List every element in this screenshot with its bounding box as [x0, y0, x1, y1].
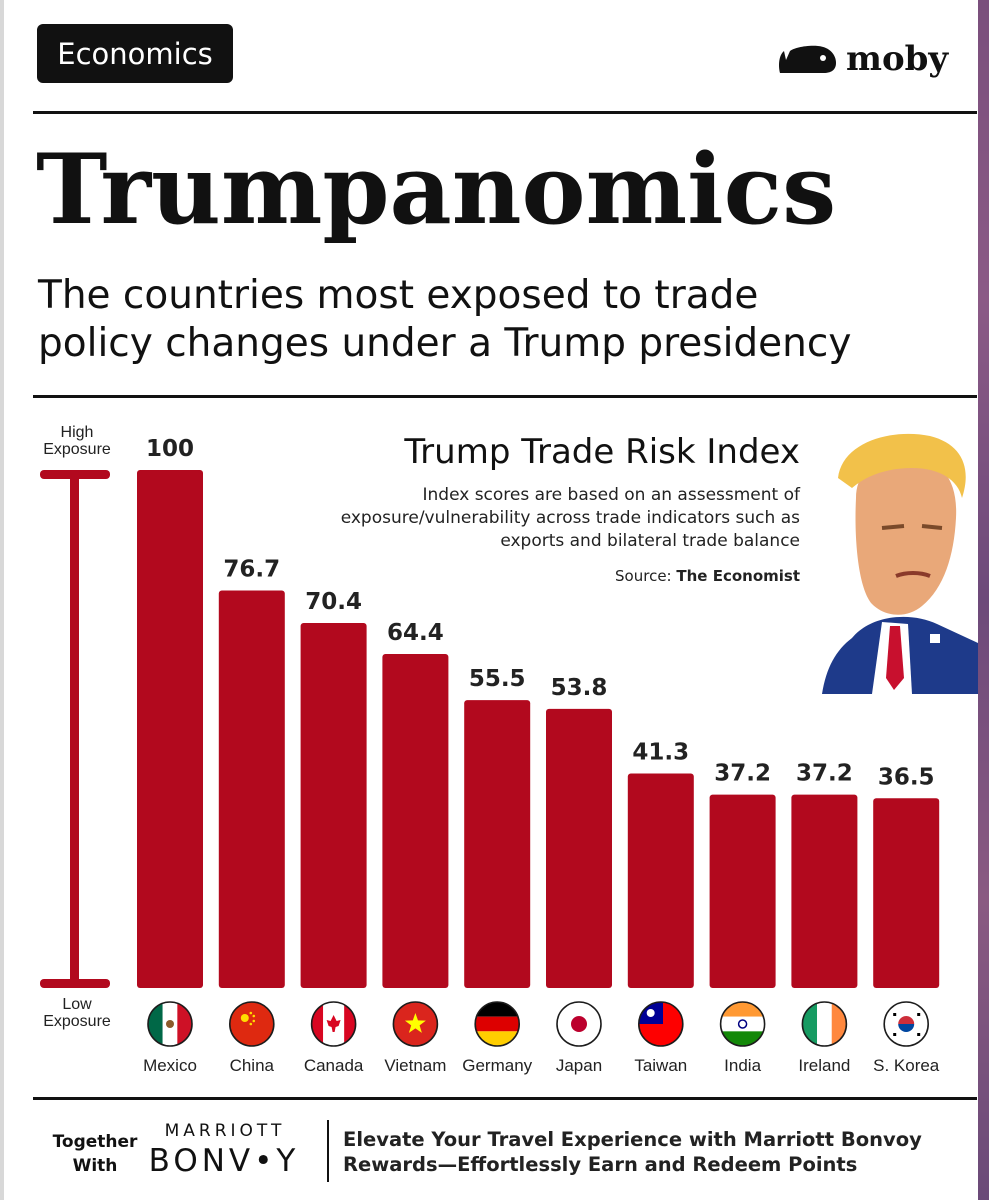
- low-label-line-1: Low: [62, 996, 92, 1013]
- high-label-line-2: Exposure: [43, 441, 111, 458]
- bar-canada: [300, 623, 367, 988]
- low-label-line-2: Exposure: [43, 1013, 111, 1030]
- left-edge-strip: [0, 0, 4, 1200]
- together-line-2: With: [72, 1156, 118, 1176]
- bar-value-label: 70.4: [305, 589, 362, 615]
- high-exposure-label: High Exposure: [27, 424, 127, 458]
- chart-source: Source: The Economist: [430, 567, 800, 585]
- category-label: Germany: [462, 1056, 532, 1075]
- chart-title: Trump Trade Risk Index: [404, 432, 800, 472]
- bar-taiwan: [627, 773, 694, 988]
- trump-portrait-illustration: [822, 433, 978, 694]
- taiwan-flag-icon: [637, 1001, 684, 1047]
- subtitle-line-2: policy changes under a Trump presidency: [38, 321, 852, 366]
- page-title: Trumpanomics: [36, 133, 837, 246]
- category-label: Ireland: [798, 1056, 850, 1075]
- category-label: Canada: [304, 1056, 364, 1075]
- canada-flag-icon: [310, 1001, 357, 1047]
- sponsor-logo-top: MARRIOTT: [164, 1121, 286, 1141]
- chart-subtitle: Index scores are based on an assessment …: [340, 485, 800, 551]
- footer-divider: [327, 1120, 329, 1182]
- bar-value-label: 41.3: [632, 739, 689, 765]
- category-label: Mexico: [143, 1056, 197, 1075]
- page-subtitle: The countries most exposed to trade poli…: [38, 272, 958, 368]
- promo-line-2: Rewards—Effortlessly Earn and Redeem Poi…: [343, 1153, 858, 1176]
- ireland-flag-icon: [801, 1001, 848, 1047]
- bar-germany: [464, 700, 531, 988]
- japan-flag-icon: [556, 1001, 602, 1047]
- sponsor-intro: Together With: [30, 1130, 160, 1178]
- moby-logo: moby: [776, 34, 948, 84]
- bar-value-label: 53.8: [551, 675, 608, 701]
- china-flag-icon: [229, 1001, 275, 1047]
- bar-value-label: 55.5: [469, 666, 526, 692]
- subtitle-line-1: The countries most exposed to trade: [38, 273, 759, 318]
- bar-value-label: 37.2: [796, 761, 853, 787]
- bar-mexico: [137, 470, 203, 988]
- sponsor-logo-bottom: BONV•Y: [148, 1143, 300, 1179]
- category-label: India: [724, 1056, 761, 1075]
- category-tag: Economics: [37, 24, 233, 83]
- scale-bottom-cap: [40, 979, 110, 988]
- brand-name: moby: [846, 39, 949, 79]
- promo-line-1: Elevate Your Travel Experience with Marr…: [343, 1128, 922, 1151]
- bar-value-label: 100: [146, 436, 194, 462]
- footer-rule: [33, 1097, 977, 1100]
- high-label-line-1: High: [60, 424, 94, 441]
- scale-bar: [70, 474, 79, 984]
- whale-icon: [779, 45, 836, 73]
- category-label: Japan: [556, 1056, 602, 1075]
- category-label: Vietnam: [384, 1056, 446, 1075]
- bar-value-label: 36.5: [878, 764, 935, 790]
- mexico-flag-icon: [147, 1001, 193, 1047]
- bar-china: [218, 590, 285, 988]
- category-label: S. Korea: [873, 1056, 940, 1075]
- india-flag-icon: [719, 1001, 766, 1047]
- sponsor-promo[interactable]: Elevate Your Travel Experience with Marr…: [343, 1127, 973, 1177]
- source-label: Source:: [615, 567, 672, 585]
- bar-value-label: 76.7: [223, 556, 280, 582]
- bar-ireland: [791, 794, 858, 988]
- vietnam-flag-icon: [392, 1001, 439, 1047]
- bar-value-label: 64.4: [387, 620, 444, 646]
- section-rule: [33, 395, 977, 398]
- category-label: China: [230, 1056, 275, 1075]
- bar-value-label: 37.2: [714, 761, 771, 787]
- together-line-1: Together: [52, 1132, 138, 1152]
- bar-japan: [546, 708, 612, 988]
- bar-vietnam: [382, 654, 449, 988]
- low-exposure-label: Low Exposure: [27, 996, 127, 1030]
- top-rule: [33, 111, 977, 114]
- bar-s-korea: [873, 798, 940, 988]
- germany-flag-icon: [474, 1001, 521, 1047]
- category-label: Taiwan: [634, 1056, 687, 1075]
- right-edge-strip: [978, 0, 989, 1200]
- south-korea-flag-icon: [883, 1001, 930, 1047]
- source-name: The Economist: [676, 567, 800, 585]
- bar-india: [709, 794, 776, 988]
